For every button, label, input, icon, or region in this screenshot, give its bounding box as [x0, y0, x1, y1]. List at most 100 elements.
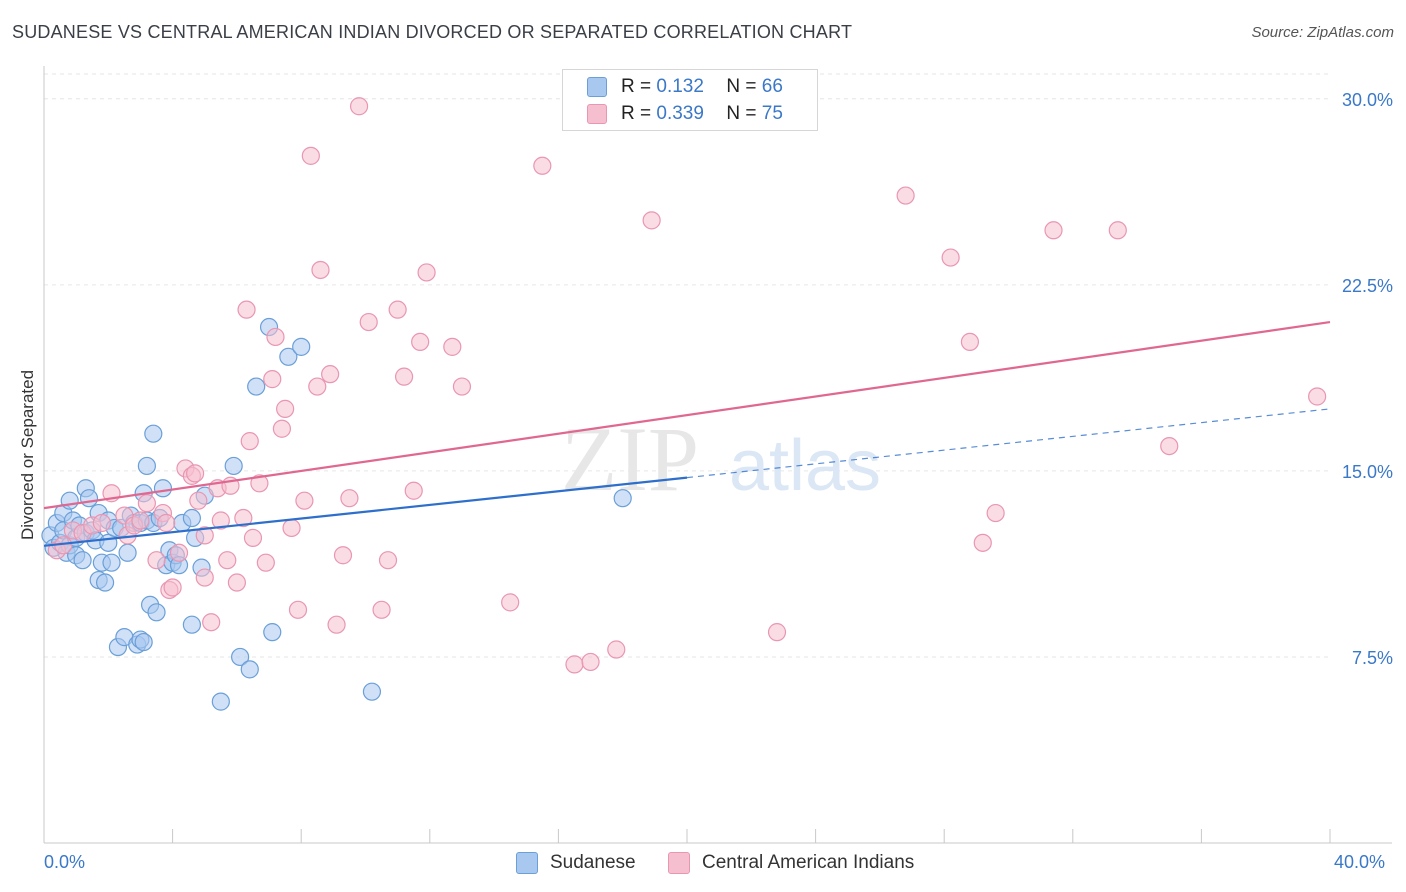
cai-point — [240, 432, 259, 451]
sudanese-point — [73, 551, 92, 570]
legend-swatch-sudanese — [587, 77, 607, 97]
sudanese-point — [292, 337, 311, 356]
sudanese-point — [263, 623, 282, 642]
legend-n-value: 75 — [761, 103, 783, 124]
sudanese-trend-extension — [686, 408, 1331, 479]
cai-point — [327, 615, 346, 634]
cai-point — [359, 312, 378, 332]
cai-point — [607, 640, 626, 659]
watermark-atlas: atlas — [729, 426, 881, 506]
sudanese-point — [231, 647, 250, 667]
legend-r-label: R = — [621, 76, 652, 97]
cai-point — [308, 377, 327, 396]
cai-point — [189, 491, 208, 510]
legend-row-cai: R = 0.339 N = 75 — [587, 102, 783, 126]
cai-point — [92, 513, 111, 533]
legend-label-cai: Central American Indians — [702, 852, 915, 873]
legend-n-value: 66 — [761, 76, 783, 97]
legend-swatch-sudanese — [516, 852, 538, 874]
cai-point — [411, 332, 430, 352]
cai-point — [301, 146, 320, 165]
cai-point — [1308, 387, 1327, 406]
legend-r-value: 0.132 — [656, 76, 704, 97]
cai-point — [218, 551, 237, 570]
cai-point — [501, 593, 520, 612]
sudanese-point — [79, 489, 99, 508]
cai-point — [349, 97, 369, 116]
sudanese-point — [182, 508, 201, 528]
cai-point — [533, 156, 552, 175]
y-tick-label: 15.0% — [1342, 462, 1393, 482]
cai-point — [642, 211, 661, 230]
cai-point — [195, 568, 214, 587]
cai-point — [941, 248, 960, 267]
cai-point — [276, 399, 295, 418]
cai-point — [1160, 436, 1179, 456]
cai-point — [282, 518, 301, 538]
cai-point — [986, 503, 1005, 523]
cai-point — [202, 613, 221, 632]
sudanese-point — [182, 615, 201, 634]
legend-label-sudanese: Sudanese — [550, 852, 636, 873]
cai-point — [767, 623, 787, 642]
cai-trend-line — [43, 320, 1331, 510]
legend-r-label: R = — [621, 103, 652, 124]
sudanese-point — [279, 347, 298, 366]
sudanese-point — [147, 603, 166, 622]
sudanese-point — [211, 692, 230, 711]
cai-point — [211, 511, 230, 530]
x-tick-max: 40.0% — [1334, 852, 1386, 872]
cai-point — [960, 332, 980, 352]
cai-point — [237, 300, 256, 319]
cai-point — [272, 419, 292, 438]
legend-n-label: N = — [726, 76, 757, 97]
sudanese-point — [247, 377, 266, 396]
chart-title: SUDANESE VS CENTRAL AMERICAN INDIAN DIVO… — [12, 22, 853, 42]
x-tick-min: 0.0% — [44, 852, 86, 872]
cai-point — [311, 260, 330, 280]
cai-point — [250, 474, 269, 493]
sudanese-point — [134, 632, 153, 652]
legend-row-sudanese: R = 0.132 N = 66 — [587, 75, 783, 99]
cai-point — [372, 600, 391, 619]
sudanese-point — [153, 479, 173, 498]
cai-point — [388, 300, 407, 319]
cai-point — [565, 655, 584, 674]
cai-point — [131, 511, 150, 530]
legend-n-label: N = — [726, 103, 757, 124]
sudanese-point — [60, 491, 79, 510]
cai-point — [163, 578, 182, 597]
cai-point — [340, 489, 359, 508]
sudanese-point — [240, 660, 259, 679]
sudanese-point — [118, 543, 137, 562]
cai-point — [452, 377, 472, 396]
cai-point — [973, 533, 992, 552]
sudanese-point — [95, 573, 115, 592]
sudanese-point — [613, 489, 632, 508]
cai-point — [288, 600, 308, 619]
y-tick-label: 30.0% — [1342, 90, 1393, 110]
points-layer — [41, 97, 1327, 711]
cai-point — [443, 337, 462, 356]
cai-point — [243, 528, 263, 547]
sudanese-trend-line — [43, 476, 688, 547]
chart-source: Source: ZipAtlas.com — [1251, 24, 1394, 41]
legend-item-sudanese[interactable]: Sudanese — [516, 852, 636, 874]
cai-point — [321, 365, 340, 384]
y-tick-labels: 7.5% 15.0% 22.5% 30.0% — [1342, 90, 1393, 668]
stats-legend: R = 0.132 N = 66 R = 0.339 N = 75 — [562, 69, 818, 131]
sudanese-point — [102, 553, 121, 572]
legend-swatch-cai — [668, 852, 690, 874]
grid-layer — [44, 73, 1330, 658]
series-legend: Sudanese Central American Indians — [0, 852, 1406, 876]
cai-point — [157, 513, 176, 533]
sudanese-point — [137, 456, 156, 476]
sudanese-point — [144, 424, 163, 443]
trend-layer — [43, 320, 1331, 547]
sudanese-point — [362, 682, 382, 701]
legend-item-cai[interactable]: Central American Indians — [668, 852, 914, 874]
cai-point — [394, 367, 414, 386]
cai-point — [333, 546, 353, 565]
cai-point — [195, 526, 214, 545]
